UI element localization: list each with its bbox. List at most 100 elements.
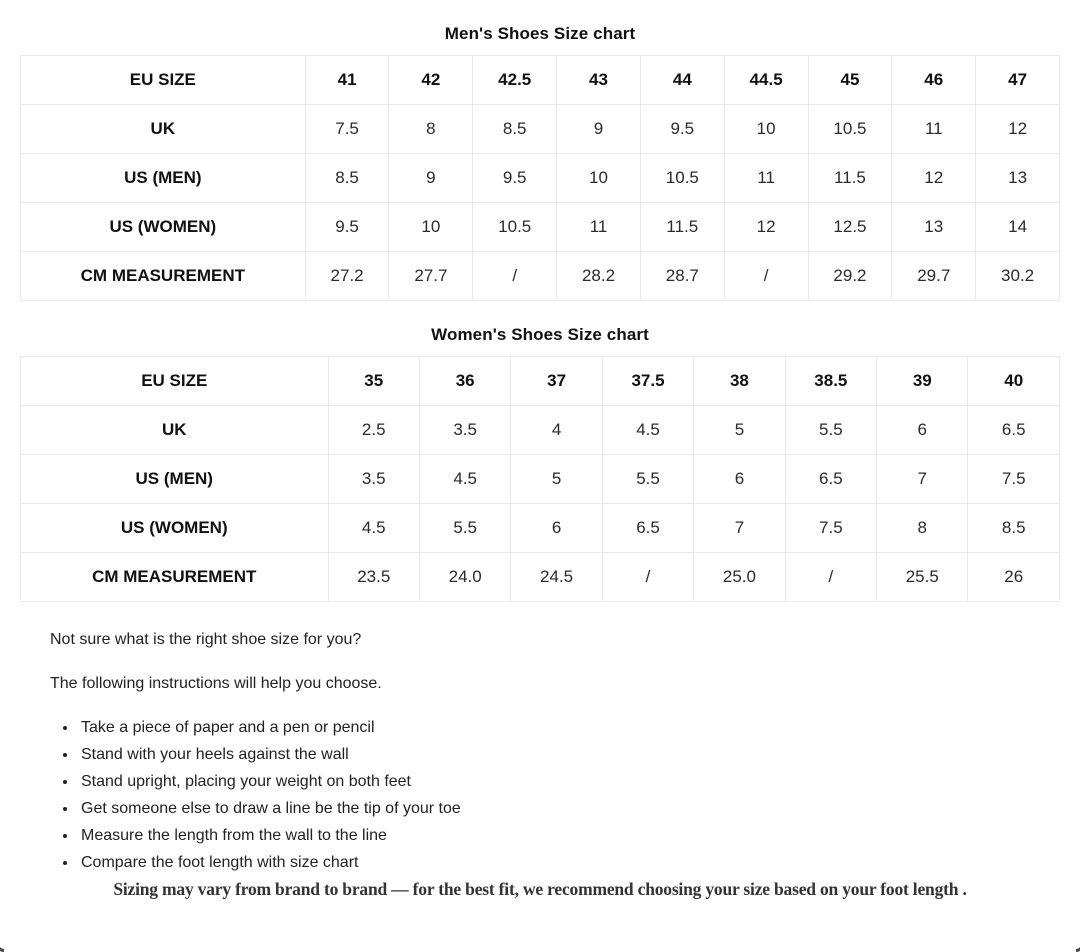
size-cell: 42: [388, 55, 474, 105]
size-cell: /: [601, 552, 695, 602]
size-cell: 9.5: [472, 153, 558, 203]
table-row: UK 2.5 3.5 4 4.5 5 5.5 6 6.5: [20, 405, 1060, 455]
size-cell: 38.5: [784, 356, 878, 406]
size-cell: 5: [510, 454, 603, 504]
size-cell: 7.5: [784, 503, 878, 553]
size-cell: 12: [975, 104, 1060, 154]
size-cell: 10: [723, 104, 809, 154]
size-cell: 6.5: [967, 405, 1060, 455]
size-cell: 39: [876, 356, 969, 406]
size-cell: 36: [418, 356, 512, 406]
instruction-item: Measure the length from the wall to the …: [78, 822, 1030, 849]
row-label: CM MEASUREMENT: [20, 552, 329, 602]
size-cell: 9.5: [639, 104, 725, 154]
size-cell: 35: [327, 356, 420, 406]
size-cell: 37.5: [601, 356, 695, 406]
table-row: CM MEASUREMENT 27.2 27.7/28.2 28.7/29.2 29.7…: [20, 251, 1060, 301]
size-cell: 43: [556, 55, 641, 105]
guide-intro: The following instructions will help you…: [50, 675, 382, 692]
table-row: UK 7.5 8 8.5 9 9.5 10 10.5 11 12: [20, 104, 1060, 154]
size-cell: 25.0: [693, 552, 786, 602]
size-cell: 12: [891, 153, 977, 203]
size-cell: 11.5: [807, 153, 893, 203]
size-cell: 10.5: [639, 153, 725, 203]
instruction-item: Stand upright, placing your weight on bo…: [78, 768, 1030, 795]
womens-chart-title: Women's Shoes Size chart: [431, 325, 649, 344]
row-label: EU SIZE: [20, 55, 306, 105]
womens-size-table: EU SIZE 35 36 37 37.5 38 38.5 39 40 UK 2.5 3.5 4 4.5 5…: [20, 356, 1060, 602]
size-cell: 11.5: [639, 202, 725, 252]
size-cell: 27.2: [304, 251, 390, 301]
size-cell: 6: [510, 503, 603, 553]
size-cell: 6.5: [784, 454, 878, 504]
size-cell: 12.5: [807, 202, 893, 252]
size-cell: 11: [891, 104, 977, 154]
row-label: EU SIZE: [20, 356, 329, 406]
size-cell: 7.5: [967, 454, 1060, 504]
size-cell: 11: [556, 202, 641, 252]
size-cell: 8.5: [472, 104, 558, 154]
size-cell: 10: [556, 153, 641, 203]
size-cell: 40: [967, 356, 1060, 406]
size-cell: 7: [876, 454, 969, 504]
table-row: US (WOMEN) 4.5 5.5 6 6.5 7 7.5 8 8.5: [20, 503, 1060, 553]
guide-question: Not sure what is the right shoe size for…: [50, 631, 362, 648]
size-cell: 14: [975, 202, 1060, 252]
size-cell: 11: [723, 153, 809, 203]
size-cell: 6: [876, 405, 969, 455]
size-cell: 29.2: [807, 251, 893, 301]
size-cell: 5.5: [601, 454, 695, 504]
size-cell: 23.5: [327, 552, 420, 602]
size-cell: 27.7: [388, 251, 474, 301]
row-label: US (MEN): [20, 153, 306, 203]
size-cell: 6: [693, 454, 786, 504]
instruction-item: Compare the foot length with size chart: [78, 849, 1030, 876]
size-cell: 10.5: [807, 104, 893, 154]
size-cell: 24.5: [510, 552, 603, 602]
table-row: US (WOMEN) 9.5 10 10.5 11 11.5 12 12.5 13 14: [20, 202, 1060, 252]
table-row: CM MEASUREMENT 23.5 24.0 24.5/25.0/25.5 26: [20, 552, 1060, 602]
table-row: EU SIZE 41 42 42.5 43 44 44.5 45 46 47: [20, 55, 1060, 105]
row-label: US (WOMEN): [20, 503, 329, 553]
size-cell: 8: [876, 503, 969, 553]
instruction-item: Get someone else to draw a line be the t…: [78, 795, 1030, 822]
size-cell: 47: [975, 55, 1060, 105]
size-cell: 13: [975, 153, 1060, 203]
row-label: UK: [20, 405, 329, 455]
bottom-left-corner-artifact: [0, 944, 4, 952]
size-cell: 8.5: [304, 153, 390, 203]
size-cell: 8: [388, 104, 474, 154]
instruction-item: Stand with your heels against the wall: [78, 741, 1030, 768]
size-cell: 38: [693, 356, 786, 406]
size-cell: 45: [807, 55, 893, 105]
instruction-list: Take a piece of paper and a pen or penci…: [60, 714, 1030, 876]
sizing-guide: Not sure what is the right shoe size for…: [50, 631, 1030, 876]
size-cell: 12: [723, 202, 809, 252]
size-cell: 4.5: [418, 454, 512, 504]
bottom-right-corner-artifact: [1076, 944, 1080, 952]
size-cell: 44.5: [723, 55, 809, 105]
size-cell: 8.5: [967, 503, 1060, 553]
size-cell: 5.5: [418, 503, 512, 553]
size-cell: 41: [304, 55, 390, 105]
row-label: US (MEN): [20, 454, 329, 504]
size-cell: 10: [388, 202, 474, 252]
size-cell: 3.5: [327, 454, 420, 504]
size-cell: /: [784, 552, 878, 602]
size-cell: 28.2: [556, 251, 641, 301]
size-cell: 29.7: [891, 251, 977, 301]
size-cell: 4: [510, 405, 603, 455]
size-cell: 9.5: [304, 202, 390, 252]
size-cell: 30.2: [975, 251, 1060, 301]
size-cell: 13: [891, 202, 977, 252]
size-cell: 5.5: [784, 405, 878, 455]
size-cell: 25.5: [876, 552, 969, 602]
row-label: CM MEASUREMENT: [20, 251, 306, 301]
size-cell: 3.5: [418, 405, 512, 455]
table-row: EU SIZE 35 36 37 37.5 38 38.5 39 40: [20, 356, 1060, 406]
size-cell: /: [723, 251, 809, 301]
size-cell: 24.0: [418, 552, 512, 602]
size-cell: 37: [510, 356, 603, 406]
instruction-item: Take a piece of paper and a pen or penci…: [78, 714, 1030, 741]
